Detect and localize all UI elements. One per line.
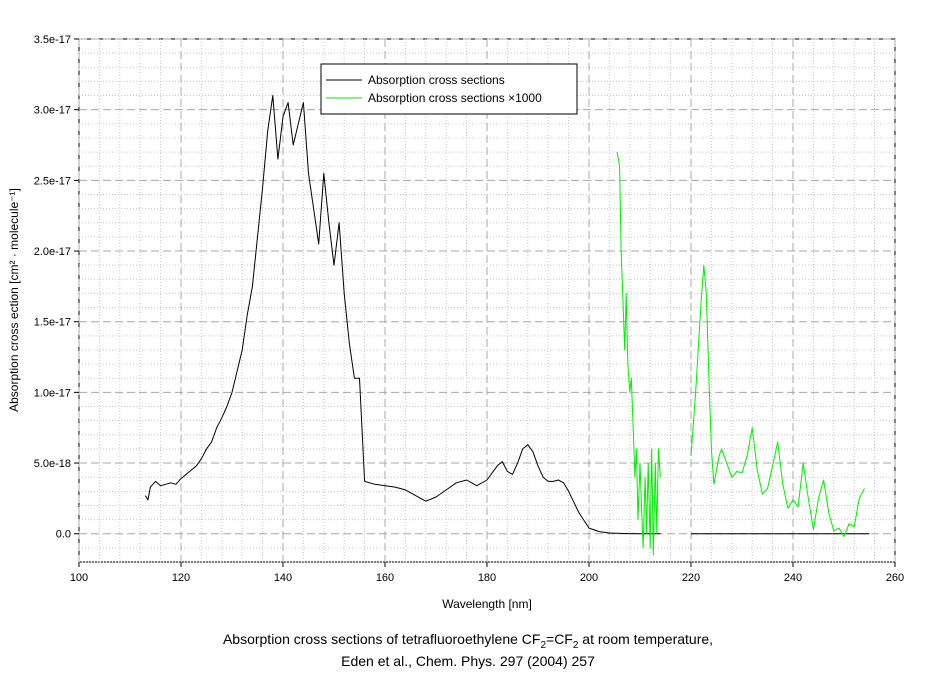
x-axis-title: Wavelength [nm] <box>442 597 532 611</box>
x-tick-label: 180 <box>478 572 496 584</box>
caption-text-c: at room temperature, <box>578 631 714 647</box>
chart: 100 120 140 160 180 200 220 240 260 0.0 5.0e-18 1.0… <box>7 34 904 611</box>
series-line-1 <box>616 152 661 556</box>
y-axis-title: Absorption cross ection [cm² · molecule⁻… <box>7 188 21 412</box>
caption-sub-b: 2 <box>572 639 579 651</box>
series-line-0 <box>144 95 661 535</box>
legend: Absorption cross sections Absorption cro… <box>320 63 578 115</box>
ticks: 100 120 140 160 180 200 220 240 260 0.0 5.0e-18 1.0… <box>34 34 904 584</box>
x-tick-label: 140 <box>274 572 292 584</box>
series-line-1 <box>690 264 865 538</box>
y-tick-label: 2.5e-17 <box>34 175 71 187</box>
y-tick-label: 3.5e-17 <box>34 34 71 46</box>
x-tick-label: 260 <box>886 572 904 584</box>
caption-text-d: Eden et al., Chem. Phys. 297 (2004) 257 <box>341 653 595 669</box>
caption-text-b: =CF <box>546 631 573 647</box>
x-tick-label: 220 <box>682 572 700 584</box>
figure-caption-line2: Eden et al., Chem. Phys. 297 (2004) 257 <box>0 653 936 669</box>
legend-label-0: Absorption cross sections <box>368 73 505 87</box>
caption-text-a: Absorption cross sections of tetrafluoro… <box>222 631 541 647</box>
x-tick-label: 160 <box>376 572 394 584</box>
y-tick-label: 1.0e-17 <box>34 387 71 399</box>
legend-label-1: Absorption cross sections ×1000 <box>368 91 542 105</box>
y-tick-label: 5.0e-18 <box>34 458 71 470</box>
caption-sub-a: 2 <box>540 639 547 651</box>
legend-box <box>320 63 578 115</box>
y-tick-label: 1.5e-17 <box>34 317 71 329</box>
y-tick-label: 2.0e-17 <box>34 246 71 258</box>
y-tick-label: 0.0 <box>56 529 71 541</box>
x-tick-label: 100 <box>70 572 88 584</box>
grid <box>78 38 896 563</box>
y-tick-label: 3.0e-17 <box>34 105 71 117</box>
x-tick-label: 200 <box>580 572 598 584</box>
x-tick-label: 120 <box>172 572 190 584</box>
figure-caption-line1: Absorption cross sections of tetrafluoro… <box>0 631 936 651</box>
x-tick-label: 240 <box>784 572 802 584</box>
series-layer <box>144 95 870 556</box>
